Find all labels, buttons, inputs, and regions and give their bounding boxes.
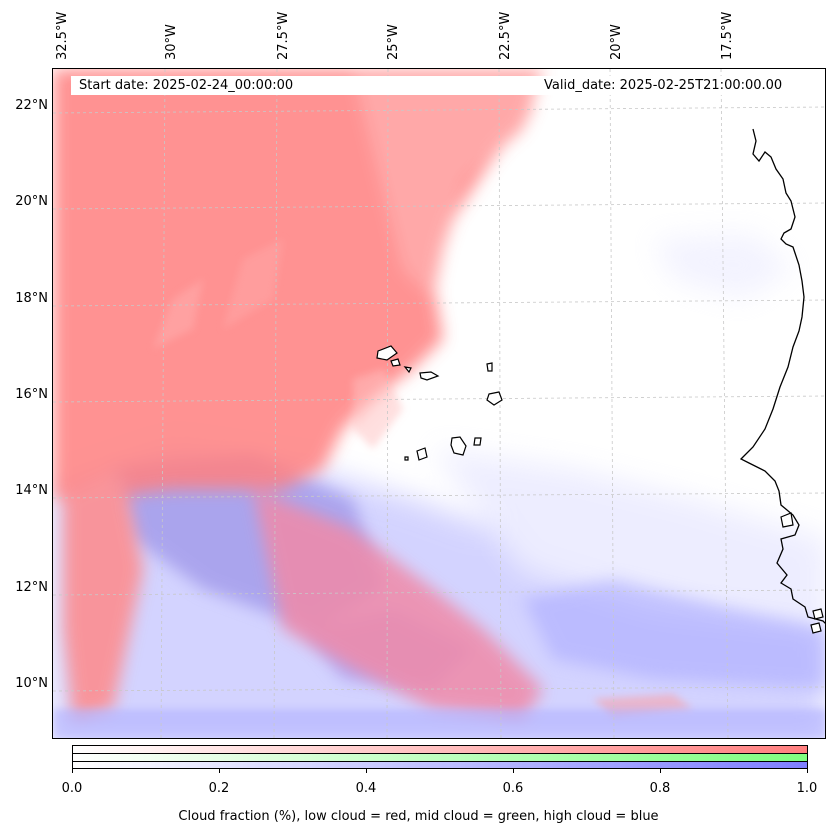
africa-coastline (739, 128, 825, 624)
colorbar-tick-0-0: 0.0 (61, 781, 83, 796)
coastal-islands (780, 512, 824, 634)
map-canvas (53, 69, 825, 738)
lon-label-25w: 25°W (386, 24, 401, 60)
lat-label-16n: 16°N (15, 387, 48, 402)
lon-label-17-5w: 17.5°W (720, 11, 735, 60)
lat-label-18n: 18°N (15, 291, 48, 306)
lon-label-20w: 20°W (609, 24, 624, 60)
lat-label-20n: 20°N (15, 194, 48, 209)
cbar-tickmark-1 (219, 769, 220, 773)
cbar-tickmark-2 (366, 769, 367, 773)
lat-label-22n: 22°N (15, 98, 48, 113)
colorbar-tick-1-0: 1.0 (796, 781, 818, 796)
lon-label-27-5w: 27.5°W (276, 11, 291, 60)
colorbar-tick-0-6: 0.6 (502, 781, 524, 796)
cbar-tickmark-5 (807, 769, 808, 773)
lat-label-12n: 12°N (15, 580, 48, 595)
cloud-fraction-map (52, 68, 826, 739)
colorbar-low-cloud-band (73, 746, 807, 754)
cbar-tickmark-3 (513, 769, 514, 773)
colorbar-tick-0-2: 0.2 (208, 781, 230, 796)
bottom-haze (53, 709, 825, 738)
lon-label-22-5w: 22.5°W (498, 11, 513, 60)
start-date-label: Start date: 2025-02-24_00:00:00 (71, 76, 552, 95)
colorbar-tick-0-4: 0.4 (355, 781, 377, 796)
cbar-tickmark-0 (72, 769, 73, 773)
colorbar-title: Cloud fraction (%), low cloud = red, mid… (178, 809, 659, 824)
island-outlines (376, 345, 503, 461)
colorbar-mid-cloud-band (73, 754, 807, 762)
lat-label-14n: 14°N (15, 483, 48, 498)
valid-date-label: Valid_date: 2025-02-25T21:00:00.00 (536, 76, 791, 95)
colorbar-tick-0-8: 0.8 (649, 781, 671, 796)
low-cloud-field (53, 69, 543, 719)
colorbar (72, 745, 808, 769)
colorbar-high-cloud-band (73, 762, 807, 768)
graticule (53, 69, 825, 738)
lat-label-10n: 10°N (15, 676, 48, 691)
cbar-tickmark-4 (660, 769, 661, 773)
lon-label-30w: 30°W (164, 24, 179, 60)
lon-label-32-5w: 32.5°W (55, 11, 70, 60)
